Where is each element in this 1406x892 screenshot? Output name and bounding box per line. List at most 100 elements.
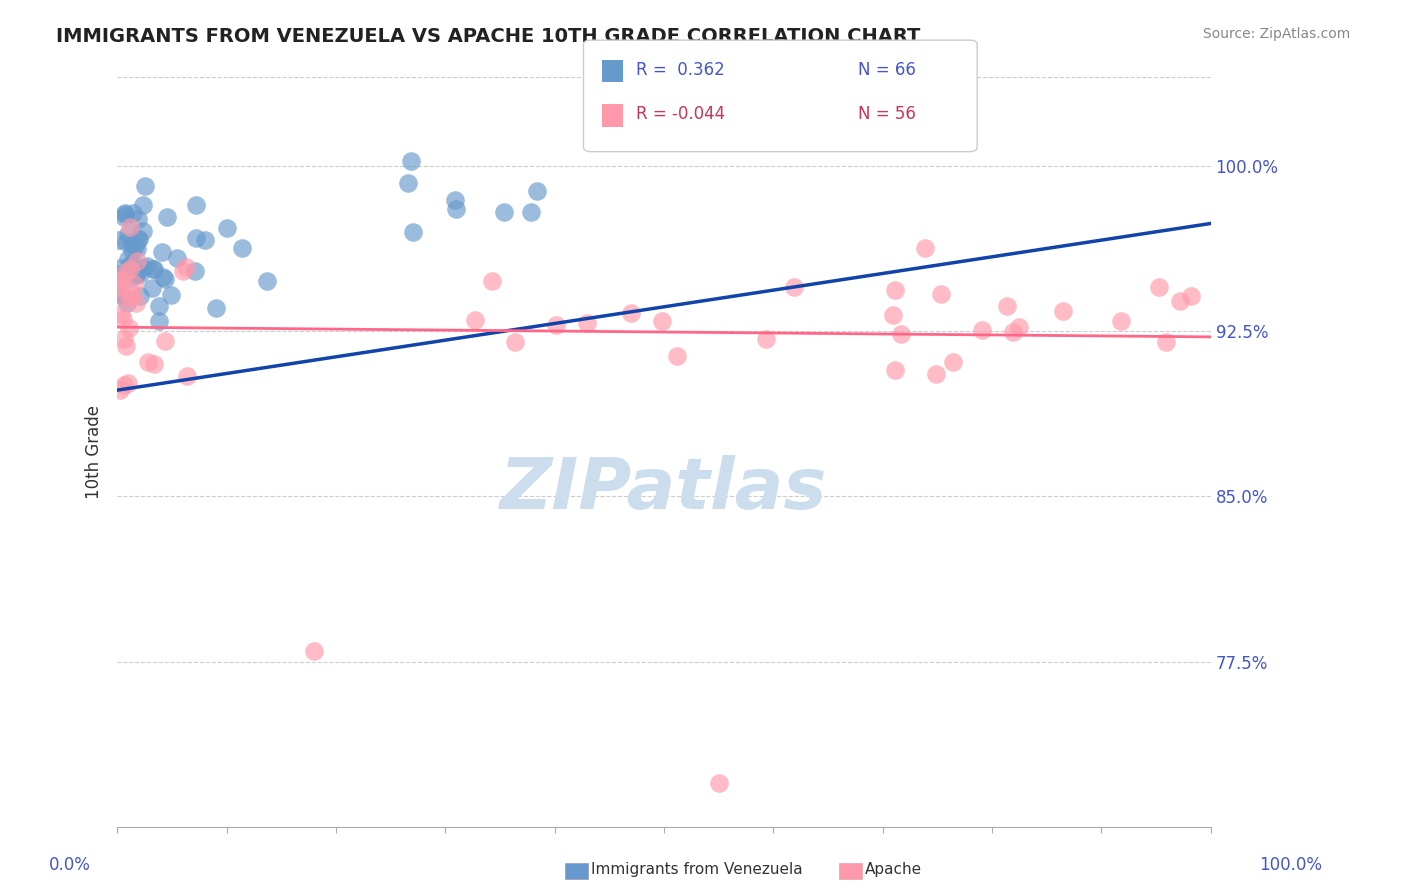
Text: R =  0.362: R = 0.362 — [636, 61, 724, 78]
Point — [125, 296, 148, 310]
Point — [302, 643, 325, 657]
Point — [117, 227, 139, 242]
Y-axis label: 10th Grade: 10th Grade — [86, 405, 103, 500]
Text: Immigrants from Venezuela: Immigrants from Venezuela — [591, 863, 803, 877]
Point — [1180, 289, 1202, 303]
Point — [1168, 293, 1191, 308]
Point — [118, 321, 141, 335]
Point — [925, 368, 948, 382]
Point — [184, 197, 207, 211]
Point — [396, 176, 419, 190]
Point — [120, 261, 142, 276]
Point — [159, 288, 181, 302]
Point — [142, 357, 165, 371]
Point — [176, 369, 198, 384]
Point — [941, 355, 963, 369]
Point — [148, 314, 170, 328]
Point — [114, 235, 136, 249]
Point — [141, 281, 163, 295]
Point — [152, 270, 174, 285]
Point — [125, 267, 148, 281]
Point — [114, 207, 136, 221]
Point — [401, 153, 423, 168]
Point — [1109, 314, 1132, 328]
Point — [108, 286, 131, 301]
Point — [1001, 325, 1024, 339]
Point — [883, 363, 905, 377]
Text: 100.0%: 100.0% — [1260, 856, 1322, 874]
Point — [110, 384, 132, 398]
Point — [121, 256, 143, 270]
Point — [115, 339, 138, 353]
Point — [1052, 304, 1074, 318]
Point — [995, 299, 1018, 313]
Point — [118, 258, 141, 272]
Point — [620, 306, 643, 320]
Point — [118, 220, 141, 235]
Point — [444, 194, 467, 208]
Point — [143, 261, 166, 276]
Text: 0.0%: 0.0% — [49, 856, 91, 874]
Point — [651, 314, 673, 328]
Point — [117, 252, 139, 267]
Point — [111, 287, 134, 301]
Point — [114, 206, 136, 220]
Point — [131, 197, 153, 211]
Point — [155, 334, 177, 349]
Point — [914, 241, 936, 255]
Point — [108, 260, 131, 275]
Point — [120, 291, 142, 305]
Point — [194, 233, 217, 247]
Point — [110, 307, 132, 321]
Point — [127, 253, 149, 268]
Point — [134, 178, 156, 193]
Point — [112, 312, 135, 326]
Point — [155, 272, 177, 286]
Point — [481, 274, 503, 288]
Text: IMMIGRANTS FROM VENEZUELA VS APACHE 10TH GRADE CORRELATION CHART: IMMIGRANTS FROM VENEZUELA VS APACHE 10TH… — [56, 27, 921, 45]
Point — [707, 776, 730, 790]
Point — [576, 316, 599, 330]
Point — [127, 232, 149, 246]
Point — [129, 289, 152, 303]
Point — [129, 267, 152, 281]
Point — [464, 313, 486, 327]
Point — [112, 210, 135, 224]
Point — [108, 276, 131, 290]
Point — [184, 231, 207, 245]
Point — [217, 221, 239, 235]
Point — [127, 211, 149, 226]
Point — [117, 376, 139, 390]
Point — [402, 225, 425, 239]
Point — [503, 335, 526, 350]
Point — [131, 260, 153, 275]
Point — [115, 265, 138, 279]
Point — [882, 308, 904, 322]
Point — [150, 245, 173, 260]
Point — [1154, 335, 1177, 350]
Point — [112, 332, 135, 346]
Point — [132, 224, 155, 238]
Point — [929, 286, 952, 301]
Point — [136, 355, 159, 369]
Point — [136, 260, 159, 274]
Point — [444, 202, 467, 217]
Point — [231, 241, 253, 255]
Point — [117, 295, 139, 310]
Point — [666, 349, 689, 363]
Point — [121, 286, 143, 301]
Point — [174, 260, 197, 274]
Point — [121, 243, 143, 257]
Point — [127, 242, 149, 256]
Point — [111, 273, 134, 287]
Point — [884, 283, 907, 297]
Point — [526, 184, 548, 198]
Point — [755, 332, 778, 346]
Point — [121, 237, 143, 252]
Point — [972, 323, 994, 337]
Point — [184, 264, 207, 278]
Point — [520, 205, 543, 219]
Point — [111, 290, 134, 304]
Point — [122, 277, 145, 291]
Point — [148, 299, 170, 313]
